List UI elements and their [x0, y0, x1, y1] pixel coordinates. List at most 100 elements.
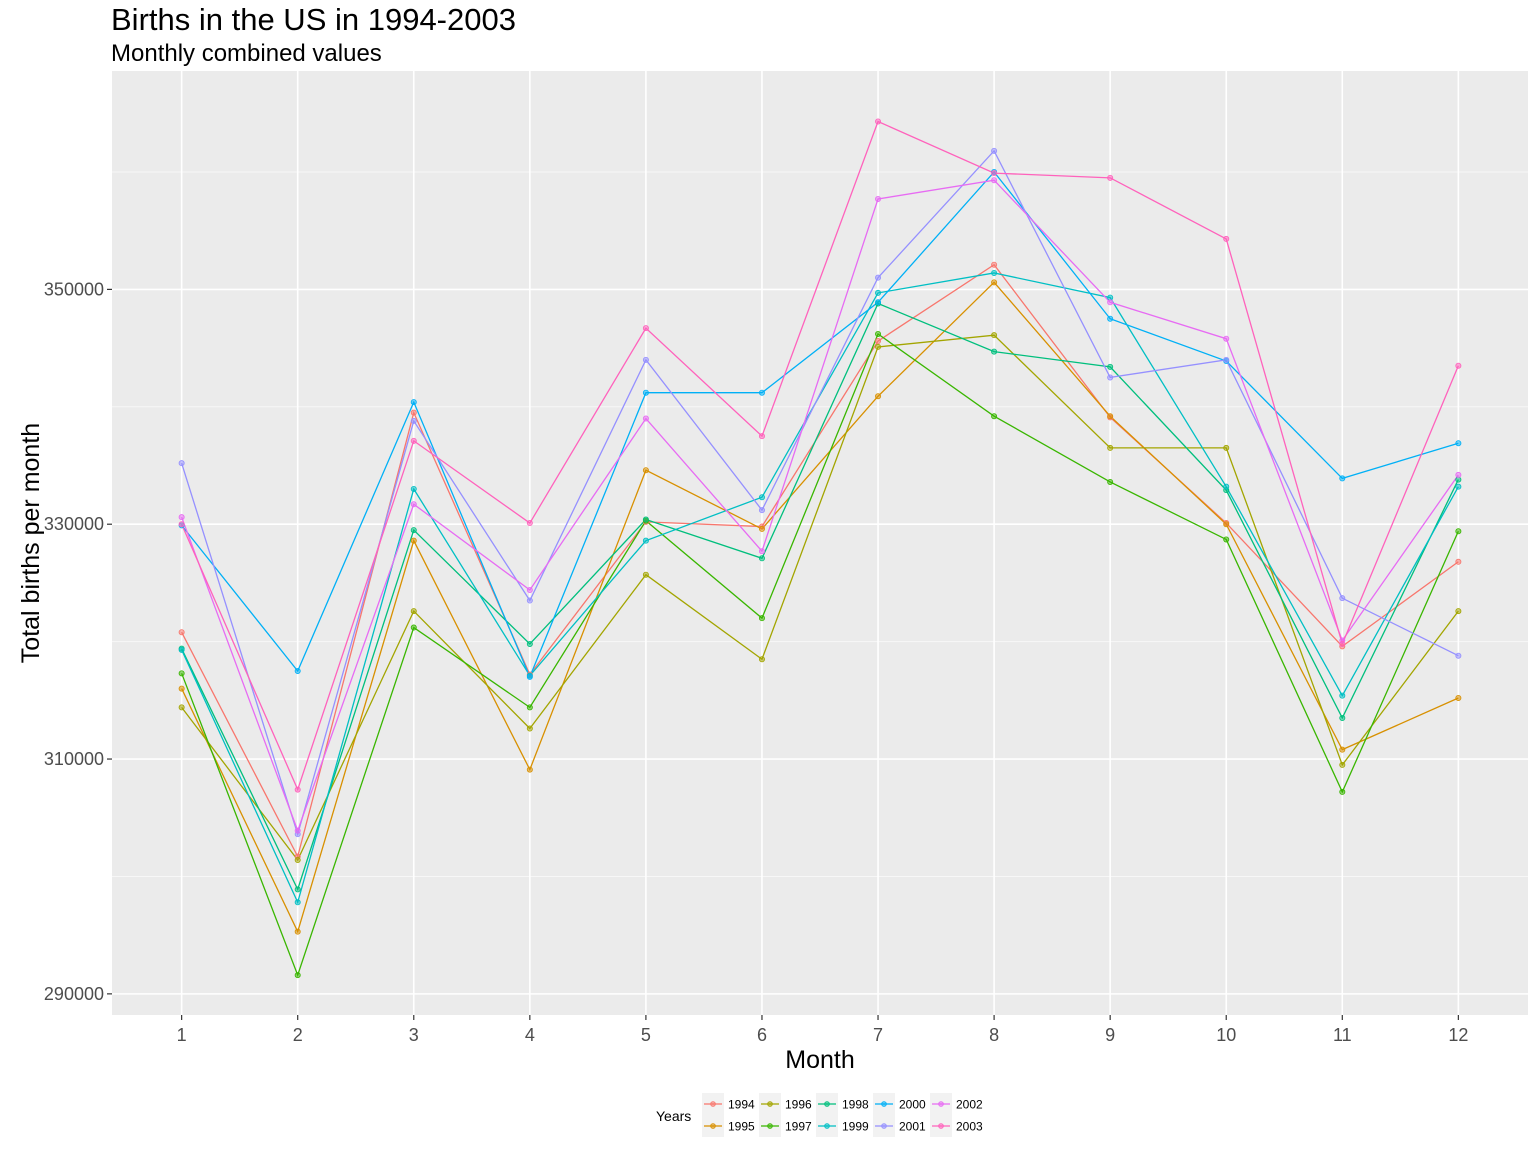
x-tick-label: 2: [293, 1025, 303, 1045]
legend-item-1998: 1998: [816, 1093, 869, 1115]
data-point-1995: [1339, 746, 1346, 753]
y-tick-label: 350000: [44, 279, 104, 299]
series-points: [178, 118, 1462, 979]
y-tick-label: 330000: [44, 514, 104, 534]
data-point-1997: [875, 331, 882, 338]
legend-item-2002: 2002: [930, 1093, 983, 1115]
data-point-1996: [875, 343, 882, 350]
series-line-1996: [181, 334, 1459, 862]
legend-label: 2001: [899, 1120, 926, 1134]
data-point-1998: [758, 555, 765, 562]
data-point-2000: [1455, 440, 1462, 447]
data-point-1998: [991, 348, 998, 355]
data-point-1999: [178, 646, 185, 653]
data-point-1995: [178, 685, 185, 692]
data-point-1998: [410, 527, 417, 534]
data-point-1998: [1339, 714, 1346, 721]
data-point-1999: [758, 494, 765, 501]
data-point-1999: [1223, 483, 1230, 490]
x-tick-label: 7: [873, 1025, 883, 1045]
data-point-1997: [1339, 788, 1346, 795]
series-line-2000: [181, 170, 1459, 679]
data-point-1998: [1107, 363, 1114, 370]
data-point-1997: [294, 972, 301, 979]
data-point-1994: [178, 629, 185, 636]
legend-label: 1994: [728, 1098, 755, 1112]
data-point-1997: [410, 624, 417, 631]
data-point-2001: [758, 507, 765, 514]
x-tick-label: 11: [1333, 1025, 1352, 1045]
series-line-2003: [181, 120, 1459, 792]
legend-item-1994: 1994: [702, 1093, 755, 1115]
data-point-2000: [526, 673, 533, 680]
legend-key-point: [767, 1101, 773, 1107]
legend-label: 2003: [956, 1120, 983, 1134]
data-point-1994: [410, 409, 417, 416]
legend-key-point: [938, 1101, 944, 1107]
series-line-2001: [181, 149, 1459, 837]
data-point-2002: [758, 548, 765, 555]
data-point-1995: [1107, 413, 1114, 420]
data-point-1998: [642, 516, 649, 523]
legend-item-2001: 2001: [873, 1115, 926, 1137]
data-point-2000: [875, 299, 882, 306]
data-point-2001: [1223, 356, 1230, 363]
data-point-2001: [642, 356, 649, 363]
chart-subtitle: Monthly combined values: [111, 40, 382, 67]
data-point-1999: [991, 269, 998, 276]
data-point-1996: [991, 332, 998, 339]
data-point-2002: [526, 586, 533, 593]
legend-label: 1999: [842, 1120, 869, 1134]
y-tick-label: 310000: [44, 749, 104, 769]
series-line-1997: [181, 333, 1459, 978]
plot-panel: [112, 71, 1528, 1015]
data-point-1995: [642, 467, 649, 474]
legend-label: 1996: [785, 1098, 812, 1112]
data-point-1998: [294, 886, 301, 893]
data-point-2001: [1455, 652, 1462, 659]
legend-key-point: [881, 1123, 887, 1129]
x-tick-label: 10: [1216, 1025, 1236, 1045]
x-tick-label: 1: [177, 1025, 187, 1045]
data-point-1995: [758, 525, 765, 532]
data-point-2003: [526, 520, 533, 527]
data-point-2002: [1455, 471, 1462, 478]
x-tick-label: 5: [641, 1025, 651, 1045]
data-point-2002: [1107, 299, 1114, 306]
legend-label: 2002: [956, 1098, 983, 1112]
x-tick-label: 6: [757, 1025, 767, 1045]
data-point-1997: [1455, 528, 1462, 535]
legend-key-point: [824, 1123, 830, 1129]
data-point-1998: [526, 640, 533, 647]
legend-item-1996: 1996: [759, 1093, 812, 1115]
series-line-1995: [181, 281, 1459, 934]
data-point-2003: [1339, 640, 1346, 647]
major-gridlines: [112, 71, 1528, 1015]
data-point-1994: [875, 338, 882, 345]
data-point-2003: [1223, 235, 1230, 242]
legend-label: 1997: [785, 1120, 812, 1134]
legend-key-point: [710, 1101, 716, 1107]
legend-key-point: [938, 1123, 944, 1129]
legend: Years 1994 1995 1996 1997 1998 1999 2000 2001 20…: [656, 1093, 983, 1137]
legend-item-2000: 2000: [873, 1093, 926, 1115]
data-point-2002: [410, 501, 417, 508]
data-point-2002: [294, 827, 301, 834]
data-point-1996: [642, 571, 649, 578]
data-point-1996: [1455, 608, 1462, 615]
series-line-1998: [181, 302, 1459, 892]
data-point-2000: [410, 399, 417, 406]
data-point-1999: [410, 485, 417, 492]
legend-key-point: [767, 1123, 773, 1129]
data-point-2002: [875, 195, 882, 202]
legend-key-point: [881, 1101, 887, 1107]
data-point-2000: [642, 389, 649, 396]
data-point-1999: [875, 289, 882, 296]
data-point-2003: [642, 325, 649, 332]
data-point-2003: [178, 521, 185, 528]
series-line-1994: [181, 263, 1459, 859]
data-point-1997: [178, 670, 185, 677]
data-point-1997: [758, 615, 765, 622]
data-point-2002: [178, 514, 185, 521]
y-axis: 290000 310000 330000 350000: [44, 279, 112, 1004]
